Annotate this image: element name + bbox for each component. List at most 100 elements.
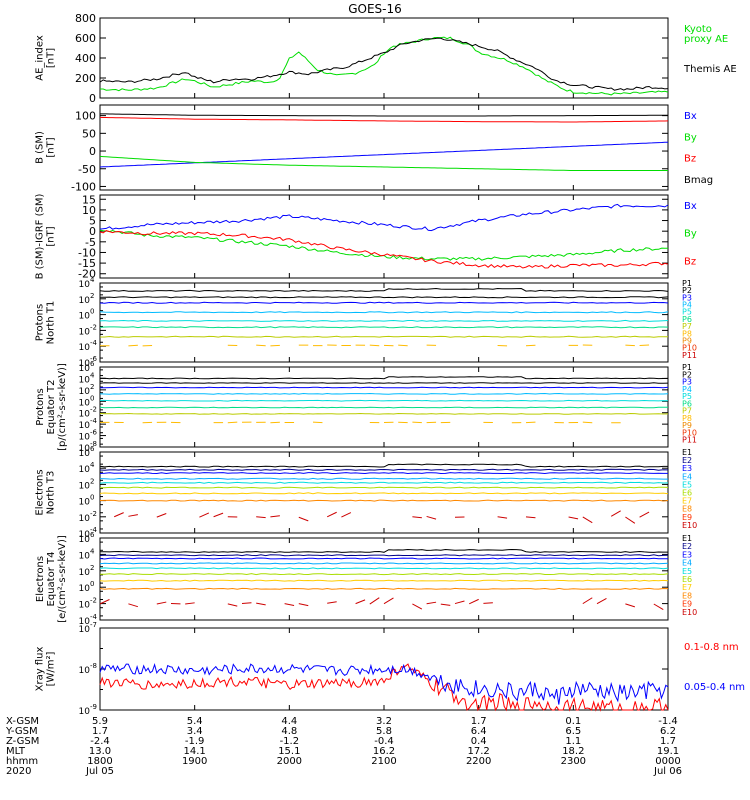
series-segment-P8	[369, 344, 380, 347]
y-axis-label: B (SM)-IGRF (SM)	[35, 194, 46, 280]
y-tick-label: 0	[89, 145, 96, 158]
ephemeris-value: 4.8	[281, 726, 297, 737]
ephemeris-value: 0000	[655, 756, 680, 767]
channel-label-P5: P5	[682, 308, 692, 317]
legend-Bx: Bx	[684, 111, 697, 122]
series-segment-E10	[383, 597, 394, 605]
channel-label-E3: E3	[682, 550, 692, 559]
series-segment-E10	[426, 515, 437, 520]
y-tick-label: 10	[79, 535, 91, 545]
ephemeris-value: 1.7	[92, 726, 108, 737]
series-line-E5	[99, 567, 669, 570]
ephemeris-value: -1.2	[280, 736, 300, 747]
ephemeris-row-label: Y-GSM	[5, 726, 38, 737]
y-tick-exponent: -4	[90, 526, 98, 534]
series-line-P3	[100, 386, 669, 389]
ephemeris-value: 1900	[182, 756, 207, 767]
series-segment-E10	[582, 516, 593, 524]
y-tick-label: 10	[79, 280, 91, 290]
y-tick-exponent: 2	[90, 292, 94, 300]
y-tick-label: 10	[79, 465, 91, 475]
series-segment-E10	[128, 514, 138, 517]
y-tick-label: 100	[75, 110, 96, 123]
y-tick-label: -50	[78, 163, 96, 176]
series-line-E4	[99, 477, 668, 480]
y-tick-label: 5	[89, 215, 96, 228]
channel-label-E6: E6	[682, 489, 692, 498]
series-segment-E10	[525, 516, 536, 519]
series-line-P2	[99, 296, 669, 299]
legend-0-1-0-8-nm: 0.1-0.8 nm	[684, 642, 739, 653]
channel-label-E2: E2	[682, 542, 692, 551]
channel-label-E5: E5	[682, 480, 692, 489]
ephemeris-row-label: X-GSM	[6, 716, 39, 727]
series-segment-E10	[256, 516, 266, 519]
series-segment-P8	[625, 344, 635, 347]
y-tick-label: 10	[79, 449, 91, 459]
channel-label-P11: P11	[682, 436, 697, 445]
y-tick-label: 10	[79, 375, 91, 385]
series-line-P3	[99, 301, 669, 304]
series-line-E8	[99, 587, 669, 590]
channel-label-P4: P4	[682, 301, 692, 310]
series-segment-P8	[256, 344, 266, 347]
y-tick-label: 10	[79, 514, 91, 524]
y-tick-exponent: -6	[90, 355, 98, 363]
ephemeris-value: 15.1	[278, 746, 300, 757]
legend-Kyoto-proxy-AE: Kyoto	[684, 24, 712, 35]
series-segment-P8	[270, 344, 280, 347]
ephemeris-value: 2200	[466, 756, 491, 767]
y-tick-label: 10	[79, 433, 91, 443]
y-tick-label: 10	[79, 410, 91, 420]
y-tick-label: 50	[82, 127, 96, 140]
y-tick-label: 15	[82, 193, 96, 206]
ephemeris-value: 3.2	[376, 716, 392, 727]
channel-label-E10: E10	[682, 521, 697, 530]
series-line-By	[99, 155, 668, 171]
y-tick-exponent: 0	[90, 308, 94, 316]
y-tick-label: 800	[75, 12, 96, 25]
series-segment-E10	[270, 515, 280, 518]
series-segment-E10	[213, 512, 224, 518]
channel-label-P9: P9	[682, 421, 692, 430]
ephemeris-value: 2100	[371, 756, 396, 767]
panel-frame	[99, 17, 669, 99]
y-tick-exponent: 4	[90, 276, 95, 284]
ephemeris-row-label: MLT	[6, 746, 26, 757]
ephemeris-value: 18.2	[562, 746, 584, 757]
plot-title: GOES-16	[348, 2, 402, 16]
y-tick-exponent: 4	[90, 461, 95, 469]
y-tick-exponent: -9	[90, 703, 97, 711]
series-segment-E10	[412, 516, 422, 519]
y-tick-exponent: 2	[90, 477, 94, 485]
y-tick-exponent: -2	[90, 323, 97, 331]
series-segment-E10	[256, 602, 266, 606]
y-tick-label: 10	[79, 444, 91, 454]
y-tick-exponent: 2	[90, 383, 94, 391]
y-tick-label: 10	[79, 625, 91, 635]
series-segment-E10	[156, 601, 167, 605]
ephemeris-value: 17.2	[468, 746, 490, 757]
series-segment-P8	[525, 344, 536, 347]
y-tick-label: 10	[79, 666, 91, 676]
series-line-Bx	[99, 141, 669, 168]
channel-label-P6: P6	[682, 315, 692, 324]
y-tick-label: 10	[79, 359, 91, 369]
ephemeris-value: 6.5	[565, 726, 581, 737]
ephemeris-row-label: hhmm	[6, 756, 38, 767]
y-tick-label: 10	[79, 617, 91, 627]
y-tick-exponent: 0	[90, 494, 94, 502]
y-tick-exponent: -8	[90, 440, 97, 448]
y-tick-label: 0	[89, 92, 96, 105]
y-tick-exponent: -4	[90, 339, 98, 347]
series-segment-E10	[468, 598, 479, 605]
y-tick-label: 10	[79, 364, 91, 374]
legend-Bz: Bz	[684, 256, 696, 267]
legend-Themis-AE: Themis AE	[683, 64, 737, 75]
series-segment-E10	[284, 603, 295, 606]
y-tick-label: -20	[78, 268, 96, 281]
